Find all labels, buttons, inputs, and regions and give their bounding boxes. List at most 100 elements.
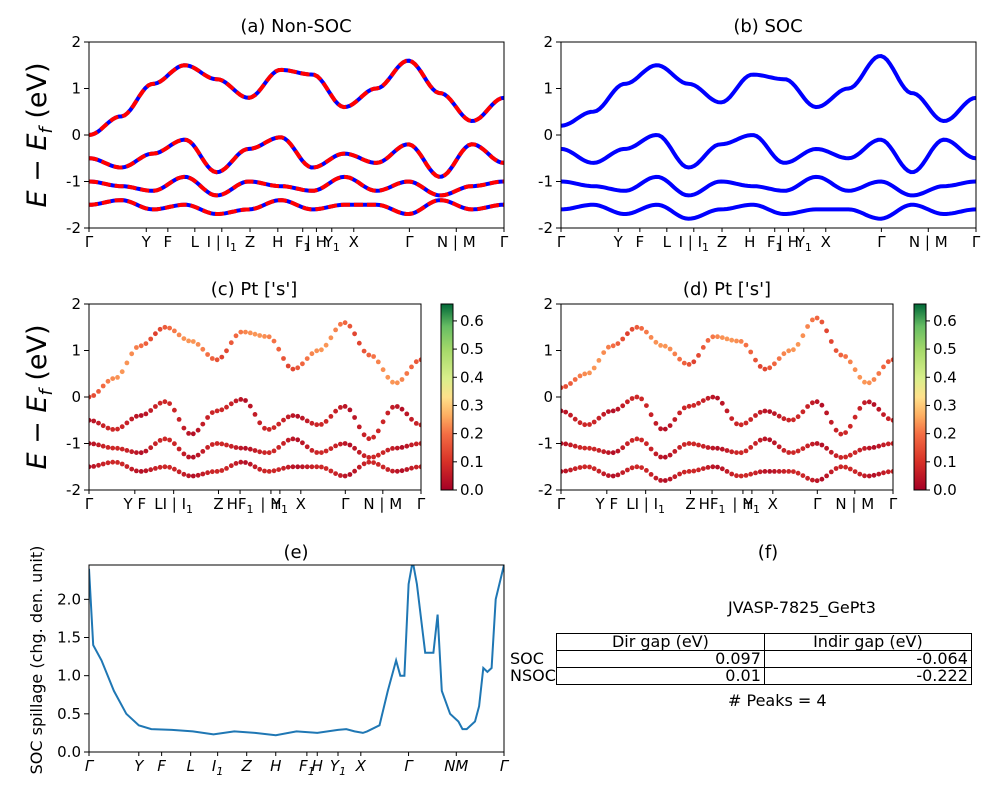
colorbar-label: 0.0 [460,481,484,499]
panel-c-title: (c) Pt ['s'] [211,279,298,300]
kpoint-label: H [270,757,281,775]
projected-point [323,448,329,454]
kpoint-label: L [186,757,194,775]
projected-point [219,354,225,360]
projected-point [691,403,697,408]
projected-point [91,393,97,398]
projected-point [776,444,782,450]
projected-point [190,454,196,460]
projected-point [281,441,286,446]
projected-point [715,464,720,470]
projected-point [300,361,305,367]
projected-point [385,447,391,453]
projected-point [115,445,120,451]
projected-point [601,471,607,477]
ytick-label: 0 [543,126,553,144]
projected-point [100,443,106,449]
projected-point [281,465,286,471]
projected-point [247,403,253,409]
projected-point [195,472,201,478]
projected-point [209,410,215,415]
projected-point [409,442,414,448]
projected-point [753,470,758,476]
kpoint-label: Γ [972,233,981,251]
projected-point [190,431,196,437]
band-line-red [89,58,504,137]
projected-point [686,441,692,446]
projected-point [238,329,244,335]
projected-point [762,436,768,442]
projected-point [705,445,711,450]
projected-point [110,445,116,451]
projected-point [667,452,673,458]
projected-point [319,464,324,470]
projected-point [767,469,773,474]
projected-point [228,443,234,449]
projected-point [153,404,158,409]
table-header-dir: Dir gap (eV) [555,633,765,651]
projected-point [105,378,111,384]
projected-point [214,469,220,474]
projected-point [162,324,168,330]
projected-point [390,446,395,451]
projected-point [385,374,391,380]
projected-point [356,340,362,346]
projected-point [233,461,239,466]
kpoint-label: Z [717,233,727,251]
kpoint-label: Y1 [743,495,760,516]
projected-point [134,450,139,455]
kpoint-label: L [191,233,200,251]
ytick-label: 1 [543,80,553,98]
ytick-label: 2 [543,33,553,51]
projected-point [743,420,749,426]
projected-point [857,374,863,380]
projected-point [791,450,796,455]
projected-point [295,365,301,371]
projected-point [838,431,844,437]
projected-point [852,367,858,373]
projected-point [262,425,267,431]
colorbar-label: 0.5 [460,340,484,358]
projected-point [352,468,357,474]
projected-point [148,467,154,473]
projected-point [190,473,196,479]
kpoint-label: Y [134,757,145,775]
kpoint-label: F [636,233,645,251]
projected-point [890,441,893,446]
projected-point [800,446,806,451]
projected-point [181,425,187,431]
projected-point [634,464,640,470]
projected-point [119,424,125,430]
projected-point [271,425,277,430]
projected-point [838,455,844,460]
projected-point [418,422,421,428]
kpoint-label: X [821,233,831,251]
projected-point [781,448,787,453]
projected-point [658,454,663,460]
kpoint-label: Γ [404,757,414,775]
projected-point [734,473,739,479]
kpoint-label: Y1 [271,495,288,516]
projected-point [366,459,372,465]
ytick-label: 0 [71,388,81,406]
svg-text:E − Ef (eV): E − Ef (eV) [22,325,57,470]
projected-point [167,325,173,331]
projected-point [881,470,886,476]
projected-point [314,348,320,354]
table-row-label: SOC [510,649,544,668]
projected-point [696,467,701,473]
projected-point [620,445,626,451]
projected-point [662,454,668,460]
projected-point [390,404,395,410]
projected-point [200,449,206,454]
projected-point [772,411,777,416]
projected-point [119,446,125,452]
kpoint-label: F1 [295,233,311,254]
projected-point [91,441,97,447]
projected-point [644,329,649,335]
projected-point [639,465,644,470]
projected-point [563,441,569,447]
projected-point [399,445,405,450]
projected-point [738,422,744,428]
projected-point [715,445,720,451]
